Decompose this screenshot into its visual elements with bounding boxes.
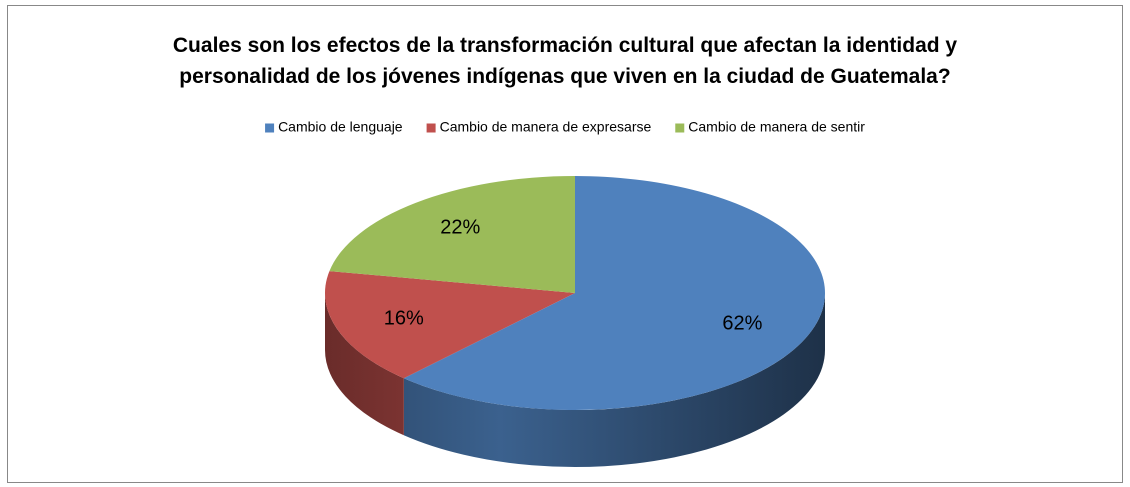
slice-side [403,293,825,468]
legend-label: Cambio de lenguaje [278,119,403,135]
legend-label: Cambio de manera de expresarse [440,119,652,135]
legend-swatch [675,123,685,133]
legend-swatch [426,123,436,133]
data-label: 62% [722,312,762,334]
legend-swatch [265,123,275,133]
chart-title: Cuales son los efectos de la transformac… [172,34,958,88]
slice [329,176,575,293]
data-label: 22% [440,216,480,238]
slice [325,271,575,379]
chart-frame [7,5,1123,483]
legend-label: Cambio de manera de sentir [688,119,865,135]
data-label: 16% [384,307,424,329]
slice [403,176,825,410]
slice-side [325,293,404,436]
